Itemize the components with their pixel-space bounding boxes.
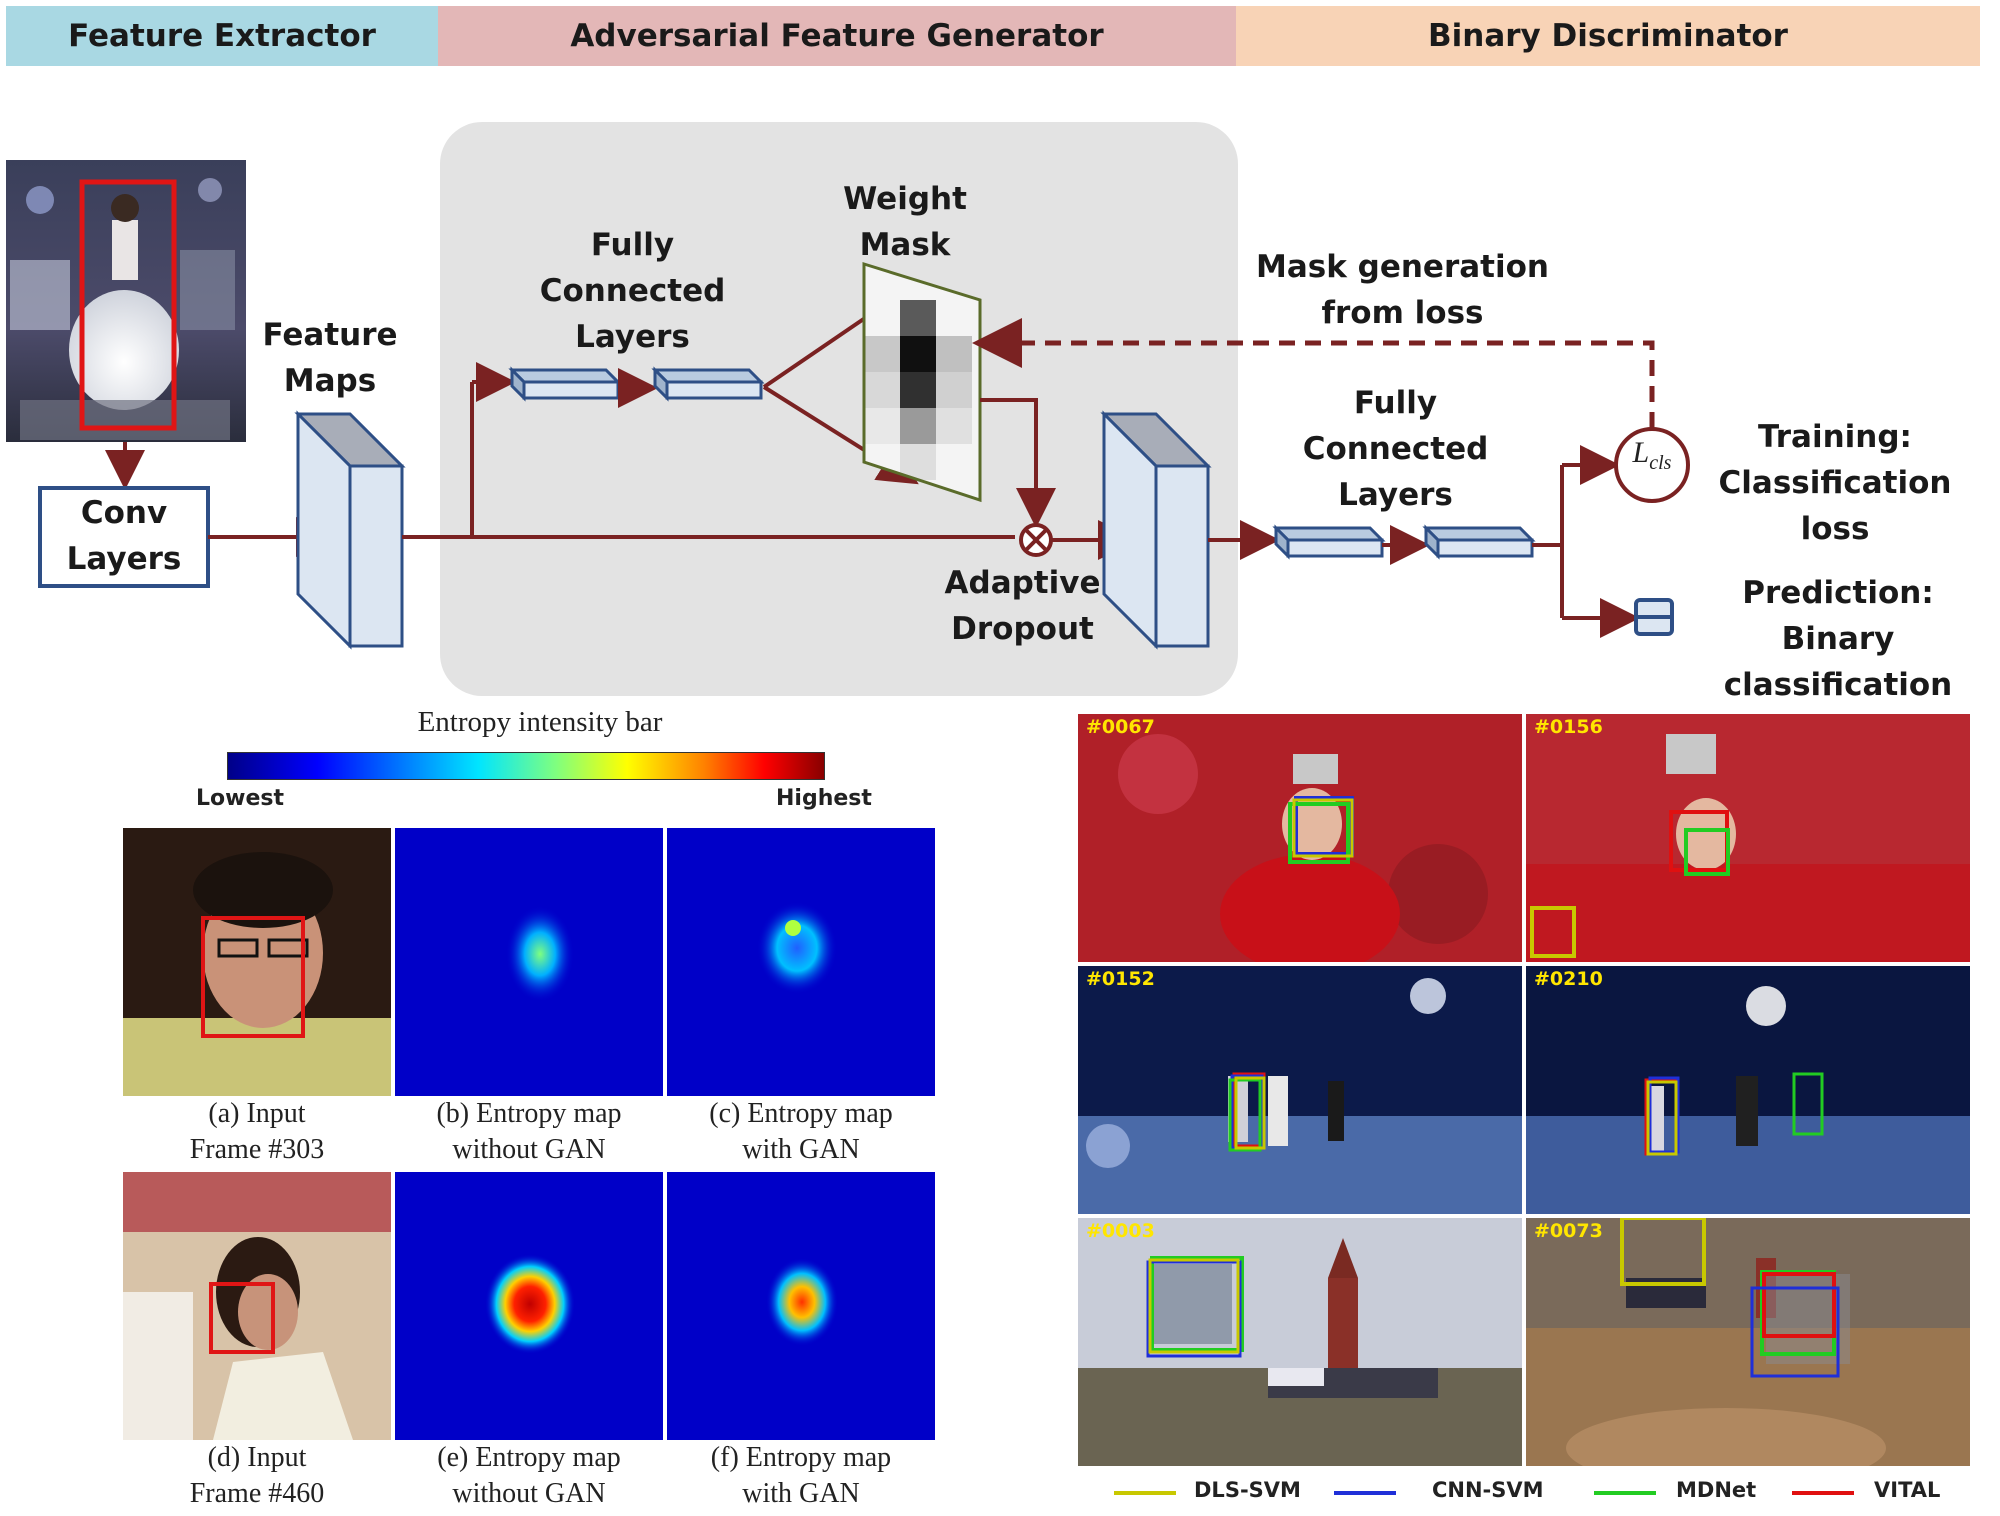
legend-label-mdnet: MDNet xyxy=(1676,1478,1757,1502)
conv-layers-box xyxy=(38,486,210,588)
frame-id-0152: #0152 xyxy=(1086,968,1155,990)
fc-layers-top-label: Fully Connected Layers xyxy=(539,227,726,355)
dropout-feature-block xyxy=(1100,410,1212,650)
fc-layer-slab xyxy=(508,366,622,402)
fc-layer-slab xyxy=(1422,524,1536,560)
caption-a: (a) Input Frame #303 xyxy=(189,1098,325,1165)
header-binary-discriminator: Binary Discriminator xyxy=(1236,6,1980,66)
frame-id-0210: #0210 xyxy=(1534,968,1603,990)
tracking-frame-0067 xyxy=(1078,714,1522,962)
legend-label-cnn-svm: CNN-SVM xyxy=(1432,1478,1544,1502)
weight-mask xyxy=(862,261,982,503)
legend-line-mdnet xyxy=(1594,1491,1656,1495)
fc-layer-slab xyxy=(651,366,765,402)
weight-mask-label: Weight Mask xyxy=(843,181,967,263)
caption-b: (b) Entropy map without GAN xyxy=(436,1098,622,1165)
tracking-frame-0073 xyxy=(1526,1218,1970,1466)
entropy-colorbar xyxy=(227,752,825,780)
mask-feedback-arrow xyxy=(972,318,1655,428)
tracker-legend: DLS-SVM CNN-SVM MDNet VITAL xyxy=(1100,1478,1960,1508)
entropy-bar-title: Entropy intensity bar xyxy=(417,706,663,738)
caption-e: (e) Entropy map without GAN xyxy=(437,1442,621,1509)
feature-maps-label: Feature Maps xyxy=(262,317,398,399)
entropy-highest: Highest xyxy=(776,786,872,811)
input-bounding-box xyxy=(79,179,177,431)
loss-symbol: Lcls xyxy=(1632,436,1672,474)
prediction-icon xyxy=(1634,598,1674,636)
header-feature-extractor: Feature Extractor xyxy=(6,6,438,66)
legend-line-dls-svm xyxy=(1114,1491,1176,1495)
prediction-label: Prediction: Binary classification xyxy=(1723,575,1953,703)
entropy-map-with-gan-2 xyxy=(667,1172,935,1440)
multiply-node xyxy=(1019,523,1053,557)
input-frame-460 xyxy=(123,1172,391,1440)
frame-id-0067: #0067 xyxy=(1086,716,1155,738)
loss-node xyxy=(1614,427,1690,503)
legend-label-vital: VITAL xyxy=(1874,1478,1941,1502)
tracking-frame-0156 xyxy=(1526,714,1970,962)
input-frame-303 xyxy=(123,828,391,1096)
frame-id-0003: #0003 xyxy=(1086,1220,1155,1242)
fc-layer-slab xyxy=(1272,524,1386,560)
caption-d: (d) Input Frame #460 xyxy=(189,1442,325,1509)
caption-c: (c) Entropy map with GAN xyxy=(709,1098,893,1165)
entropy-map-without-gan-1 xyxy=(395,828,663,1096)
architecture-diagram xyxy=(6,160,1690,650)
caption-f: (f) Entropy map with GAN xyxy=(710,1442,892,1509)
header-adversarial-generator: Adversarial Feature Generator xyxy=(438,6,1236,66)
frame-id-0073: #0073 xyxy=(1534,1220,1603,1242)
legend-line-cnn-svm xyxy=(1334,1491,1396,1495)
tracking-frame-0210 xyxy=(1526,966,1970,1214)
generator-panel xyxy=(440,122,1238,696)
legend-label-dls-svm: DLS-SVM xyxy=(1194,1478,1301,1502)
entropy-map-without-gan-2 xyxy=(395,1172,663,1440)
entropy-lowest: Lowest xyxy=(196,786,284,811)
feature-maps-block xyxy=(294,410,406,650)
tracking-frame-0003 xyxy=(1078,1218,1522,1466)
legend-line-vital xyxy=(1792,1491,1854,1495)
conv-layers-label: Conv Layers xyxy=(66,495,182,577)
mask-generation-label: Mask generation from loss xyxy=(1256,249,1549,331)
frame-id-0156: #0156 xyxy=(1534,716,1603,738)
adaptive-dropout-label: Adaptive Dropout xyxy=(944,565,1101,647)
input-image xyxy=(6,160,246,442)
entropy-map-with-gan-1 xyxy=(667,828,935,1096)
training-label: Training: Classification loss xyxy=(1718,419,1952,547)
fc-layers-right-label: Fully Connected Layers xyxy=(1302,385,1489,513)
tracking-frame-0152 xyxy=(1078,966,1522,1214)
